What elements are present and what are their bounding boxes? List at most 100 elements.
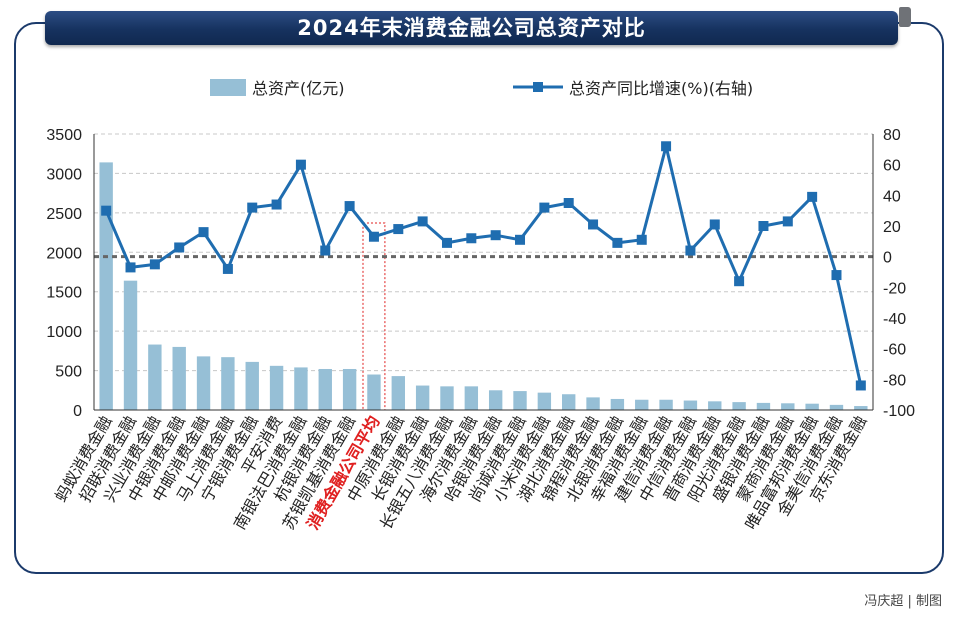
credit-text: 冯庆超 | 制图 <box>864 594 942 609</box>
line-marker <box>295 159 306 170</box>
legend-bar-swatch <box>210 79 246 96</box>
bar <box>123 280 138 410</box>
gridlines <box>94 133 873 372</box>
line-marker <box>466 233 477 244</box>
line-marker <box>393 224 404 235</box>
left-axis-tick-label: 2500 <box>46 206 82 223</box>
line-marker <box>636 234 647 245</box>
left-axis-tick-label: 500 <box>55 364 82 381</box>
left-axis-tick-label: 0 <box>73 403 82 420</box>
line-marker <box>441 237 452 248</box>
right-axis-tick-label: -40 <box>883 311 906 328</box>
title-banner <box>45 11 898 45</box>
left-axis-tick-label: 1000 <box>46 324 82 341</box>
legend-line-label: 总资产同比增速(%)(右轴) <box>569 79 753 98</box>
right-axis-tick-label: -100 <box>883 403 915 420</box>
line-marker <box>368 231 379 242</box>
line-marker <box>174 242 185 253</box>
left-axis-tick-label: 3500 <box>46 127 82 144</box>
line-marker <box>709 219 720 230</box>
bar <box>854 406 868 410</box>
right-axis-tick-label: -60 <box>883 342 906 359</box>
line-marker <box>855 380 866 391</box>
chart-card <box>14 22 944 574</box>
bar <box>367 374 381 410</box>
bar <box>440 386 454 410</box>
line-marker <box>515 234 526 245</box>
line-marker <box>198 227 209 238</box>
bar <box>318 368 332 410</box>
bar <box>610 398 625 410</box>
line-marker <box>588 219 599 230</box>
bar <box>781 403 795 410</box>
bar <box>391 376 405 410</box>
bar <box>148 344 162 410</box>
line-marker <box>247 202 258 213</box>
growth-line <box>104 144 863 386</box>
highlight-box <box>362 222 386 411</box>
category-labels: 蚂蚁消费金融招联消费金融兴业消费金融中银消费金融中邮消费金融马上消费金融宁银消费… <box>51 413 870 533</box>
bar <box>635 399 649 410</box>
bar <box>99 162 113 410</box>
line-marker <box>734 276 745 287</box>
line-marker <box>539 202 550 213</box>
line-marker <box>807 191 818 202</box>
bar <box>708 401 722 410</box>
left-axis-tick-label: 1500 <box>46 285 82 302</box>
right-axis-tick-label: 60 <box>883 158 901 175</box>
right-axis-tick-label: 40 <box>883 188 901 205</box>
line-marker <box>661 141 672 152</box>
line-marker <box>685 245 696 256</box>
line-series <box>101 141 866 391</box>
line-marker <box>222 263 233 274</box>
legend: 总资产(亿元) 总资产同比增速(%)(右轴) <box>210 79 753 98</box>
right-axis-tick-label: -20 <box>883 280 906 297</box>
line-marker <box>149 259 160 270</box>
legend-line-marker <box>533 82 543 92</box>
bar <box>172 346 186 410</box>
line-marker <box>125 262 136 273</box>
line-marker <box>320 245 331 256</box>
right-axis-tick-label: 20 <box>883 219 901 236</box>
right-axis-tick-label: 0 <box>883 250 892 267</box>
bar <box>756 402 771 410</box>
line-marker <box>417 216 428 227</box>
bar <box>269 365 284 410</box>
bar <box>294 367 308 410</box>
bar <box>513 391 527 410</box>
bar <box>342 368 357 410</box>
line-marker <box>344 201 355 212</box>
banner-tab <box>899 7 911 27</box>
left-axis-tick-label: 3000 <box>46 166 82 183</box>
bar <box>562 394 576 410</box>
bar <box>488 390 503 410</box>
line-marker <box>758 221 769 231</box>
bar-series <box>99 162 868 411</box>
bar <box>464 386 479 410</box>
right-axis-tick-label: 80 <box>883 127 901 144</box>
chart-title: 2024年末消费金融公司总资产对比 <box>297 16 646 40</box>
bar <box>683 400 698 410</box>
line-marker <box>612 237 623 248</box>
bar <box>537 392 552 410</box>
bar <box>196 356 211 410</box>
bar <box>829 404 844 410</box>
bar <box>732 402 746 410</box>
line-marker <box>563 198 574 208</box>
line-marker <box>490 230 501 241</box>
bar <box>805 403 819 410</box>
bar <box>415 385 430 410</box>
axes: 0 500 1000 1500 2000 2500 3000 3500 -100 -80 -60 -4… <box>46 127 915 420</box>
right-axis-tick-label: -80 <box>883 372 906 389</box>
legend-bar-label: 总资产(亿元) <box>252 79 345 98</box>
line-marker <box>101 205 112 216</box>
left-axis-tick-label: 2000 <box>46 245 82 262</box>
line-marker <box>831 270 842 281</box>
bar <box>221 357 235 410</box>
bar <box>659 399 673 410</box>
bar <box>586 397 600 410</box>
bar <box>245 361 259 410</box>
line-marker <box>782 216 793 227</box>
line-marker <box>271 199 282 210</box>
